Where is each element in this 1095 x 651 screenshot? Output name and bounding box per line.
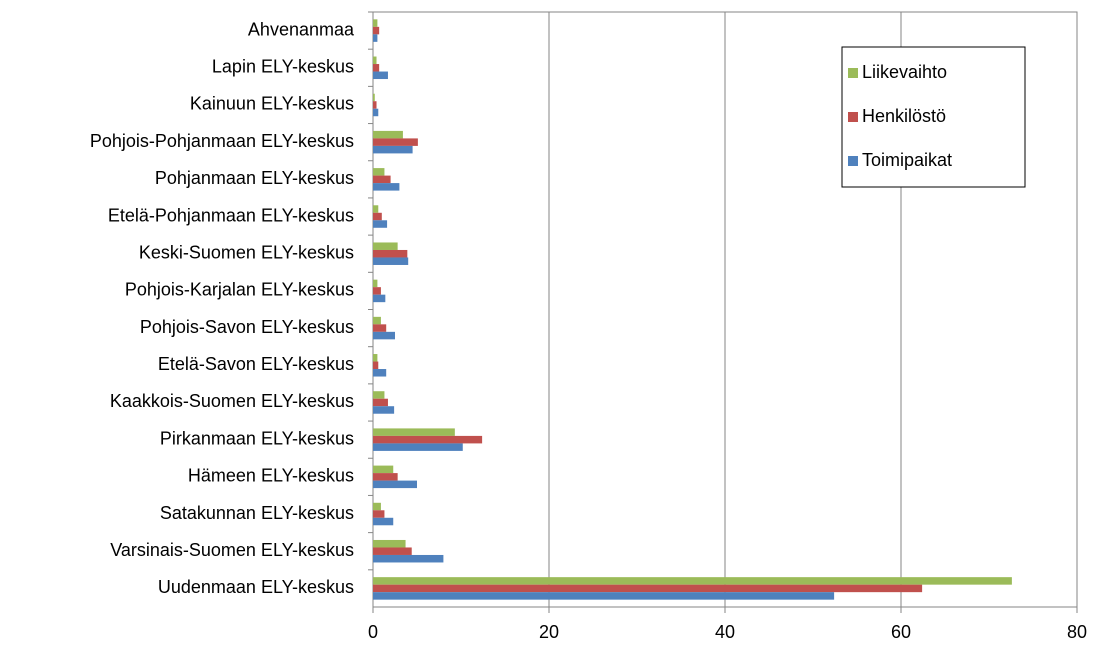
y-tick-label: Pohjois-Pohjanmaan ELY-keskus (90, 131, 354, 151)
bar (373, 592, 835, 600)
bar (373, 473, 398, 481)
bar (373, 577, 1012, 585)
bar (373, 287, 381, 295)
bar (373, 294, 386, 303)
bar (373, 183, 400, 191)
y-tick-label: Varsinais-Suomen ELY-keskus (110, 540, 354, 560)
bar (373, 361, 379, 370)
bar (373, 19, 378, 27)
legend-swatch (848, 112, 858, 122)
bar (373, 406, 395, 414)
legend-box (841, 46, 1026, 188)
bar (373, 517, 394, 526)
bar (373, 138, 418, 146)
bar (373, 465, 394, 474)
bar (373, 369, 387, 377)
bar (373, 212, 382, 221)
bar (373, 547, 412, 555)
y-tick-label: Hämeen ELY-keskus (188, 466, 354, 486)
x-tick-label: 40 (715, 622, 735, 642)
y-tick-label: Satakunnan ELY-keskus (160, 503, 354, 523)
bar (373, 316, 381, 325)
y-tick-label: Pohjanmaan ELY-keskus (155, 168, 354, 188)
bar (373, 130, 403, 139)
bar (373, 71, 388, 80)
bar (373, 398, 388, 407)
bar (373, 354, 378, 362)
y-tick-label: Kaakkois-Suomen ELY-keskus (110, 391, 354, 411)
bar (373, 324, 387, 332)
bar (373, 443, 463, 451)
bar (373, 34, 378, 42)
x-tick-label: 80 (1067, 622, 1087, 642)
y-tick-label: Ahvenanmaa (248, 19, 355, 39)
legend-swatch (848, 156, 858, 166)
bar (373, 175, 391, 184)
legend-label: Liikevaihto (862, 62, 947, 82)
bar (373, 391, 385, 399)
legend-label: Henkilöstö (862, 106, 946, 126)
y-tick-label: Kainuun ELY-keskus (190, 94, 354, 114)
bar (373, 510, 385, 518)
bar (373, 480, 417, 489)
y-tick-label: Pirkanmaan ELY-keskus (160, 428, 354, 448)
x-tick-label: 0 (368, 622, 378, 642)
bar (373, 257, 409, 265)
y-tick-label: Etelä-Pohjanmaan ELY-keskus (108, 205, 354, 225)
bar (373, 502, 381, 511)
bar (373, 435, 483, 444)
x-tick-label: 60 (891, 622, 911, 642)
legend-label: Toimipaikat (862, 150, 952, 170)
bar (373, 56, 377, 65)
legend-swatch (848, 68, 858, 78)
y-tick-label: Keski-Suomen ELY-keskus (139, 242, 354, 262)
y-tick-label: Lapin ELY-keskus (212, 57, 354, 77)
bar (373, 101, 377, 109)
x-tick-label: 20 (539, 622, 559, 642)
bar (373, 539, 406, 548)
y-tick-label: Pohjois-Karjalan ELY-keskus (125, 280, 354, 300)
bar (373, 145, 413, 154)
bar (373, 331, 395, 340)
bar (373, 428, 455, 436)
bar (373, 584, 923, 593)
bar (373, 220, 388, 228)
bar (373, 242, 398, 250)
y-tick-label: Etelä-Savon ELY-keskus (158, 354, 354, 374)
bar (373, 168, 385, 176)
bar (373, 64, 380, 72)
bar (373, 279, 378, 288)
bar (373, 93, 375, 102)
bar (373, 205, 379, 213)
y-tick-label: Uudenmaan ELY-keskus (158, 577, 354, 597)
y-tick-label: Pohjois-Savon ELY-keskus (140, 317, 354, 337)
bar (373, 26, 380, 35)
bar (373, 249, 408, 258)
bar (373, 108, 379, 117)
bar (373, 554, 444, 563)
